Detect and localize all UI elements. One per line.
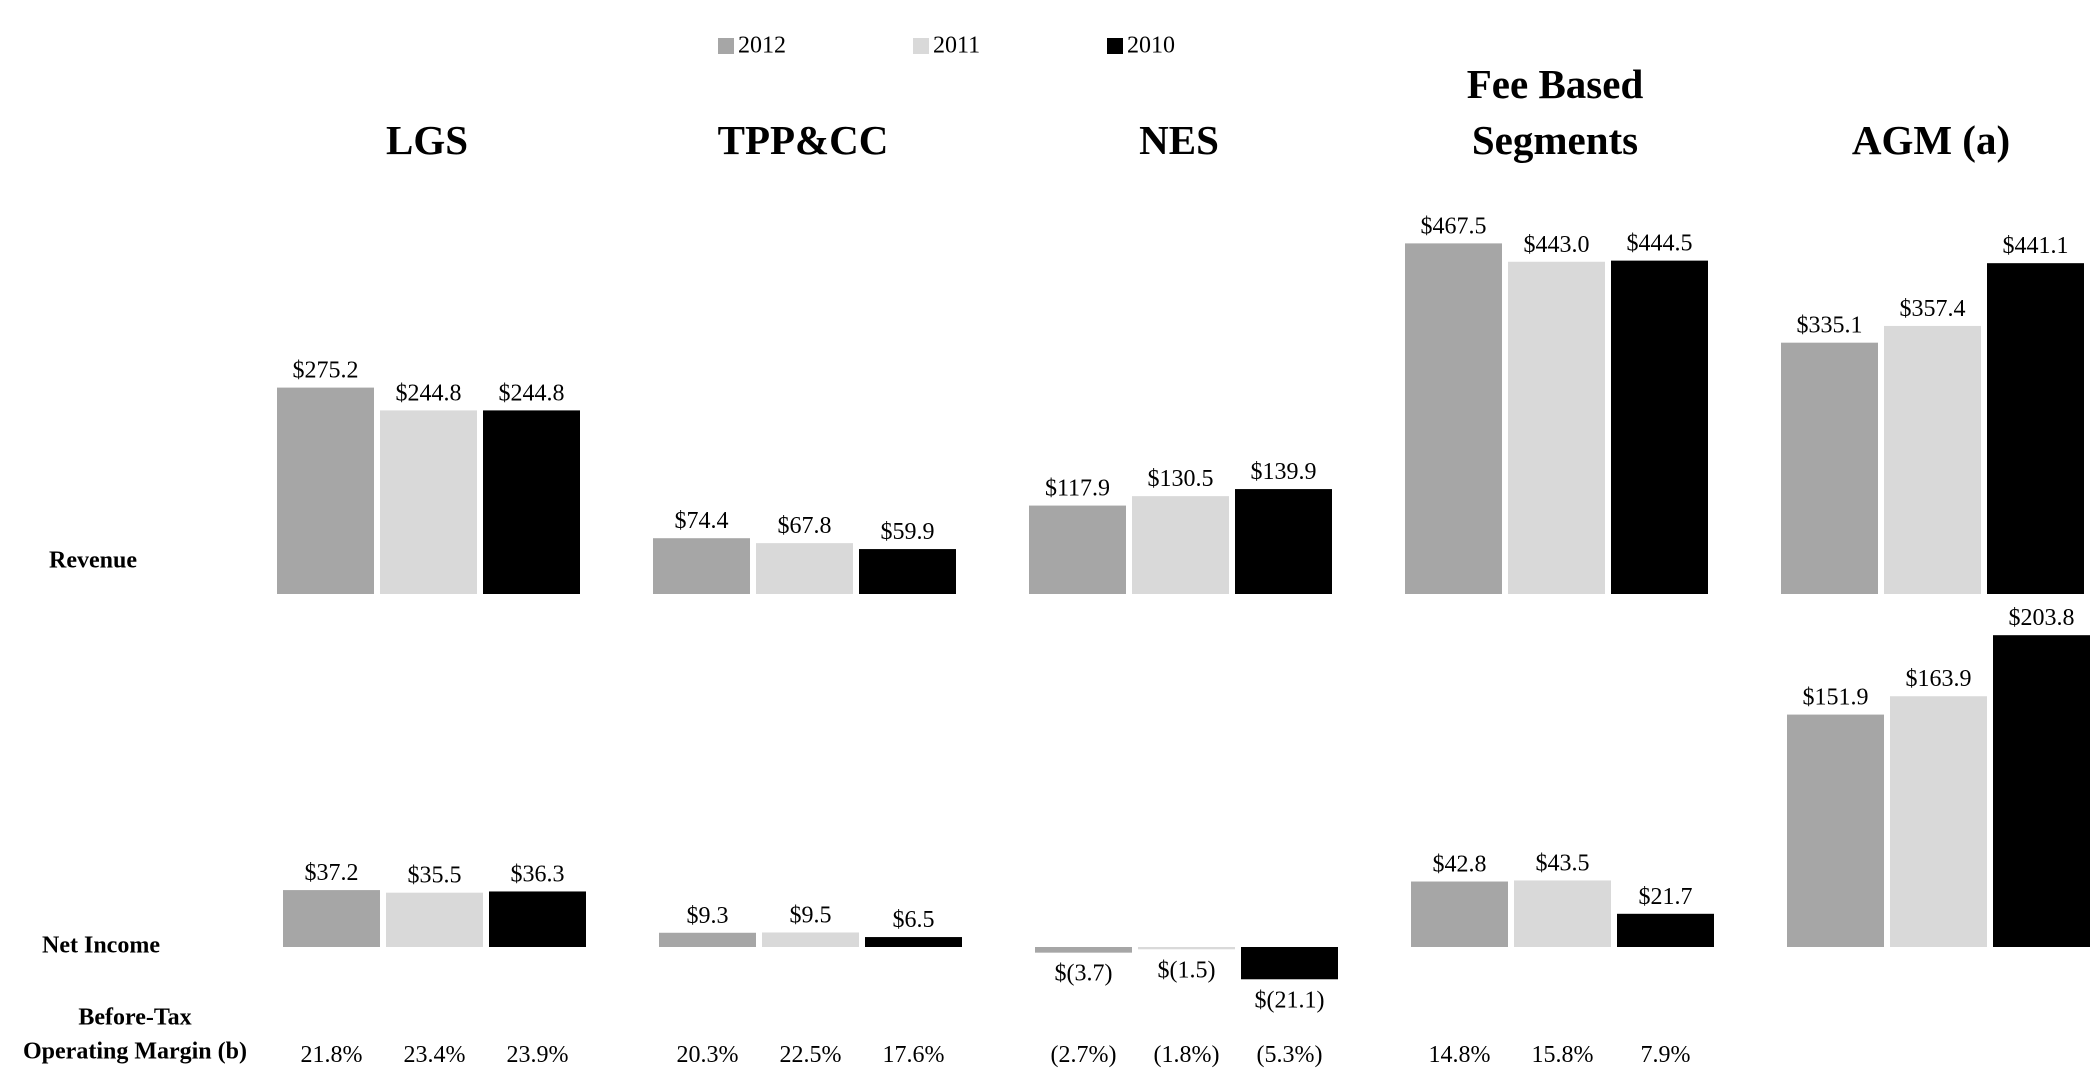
legend-swatch [718, 38, 734, 54]
segment-title: NES [1139, 117, 1219, 163]
revenue-bar [1235, 489, 1332, 594]
revenue-bar [1132, 496, 1229, 594]
revenue-label: $443.0 [1524, 232, 1590, 258]
revenue-label: $117.9 [1045, 476, 1110, 502]
revenue-label: $139.9 [1251, 459, 1317, 485]
margin-label: 22.5% [780, 1042, 842, 1068]
revenue-label: $441.1 [2003, 233, 2069, 259]
segment-title: Fee Based Segments [1466, 61, 1644, 163]
net-income-label: $37.2 [305, 860, 359, 886]
revenue-bar [1884, 325, 1981, 594]
margin-label: 7.9% [1641, 1042, 1691, 1068]
net-income-bar [283, 890, 380, 947]
segment-title: LGS [385, 117, 469, 163]
net-income-bar [1787, 714, 1884, 947]
revenue-bar [1611, 260, 1708, 594]
row-label: Revenue [49, 548, 137, 574]
net-income-label: $21.7 [1639, 884, 1693, 910]
revenue-bar [277, 387, 374, 594]
row-label: Operating Margin (b) [23, 1039, 247, 1065]
revenue-label: $275.2 [293, 358, 359, 384]
revenue-label: $244.8 [499, 380, 565, 406]
legend-label: 2011 [933, 33, 980, 59]
revenue-label: $67.8 [778, 513, 832, 539]
net-income-label: $36.3 [511, 861, 565, 887]
revenue-label: $444.5 [1627, 231, 1693, 257]
net-income-label: $6.5 [893, 907, 935, 933]
net-income-label: $35.5 [408, 863, 462, 889]
net-income-label: $(21.1) [1255, 987, 1325, 1013]
margin-label: (5.3%) [1257, 1042, 1323, 1068]
revenue-label: $59.9 [881, 519, 935, 545]
net-income-bar [1138, 947, 1235, 950]
revenue-label: $467.5 [1421, 213, 1487, 239]
revenue-label: $74.4 [675, 508, 729, 534]
net-income-bar [1617, 913, 1714, 947]
segment-title: TPP&CC [717, 117, 889, 163]
margin-label: 21.8% [301, 1042, 363, 1068]
revenue-bar [1781, 342, 1878, 594]
legend-label: 2010 [1127, 33, 1175, 59]
legend-label: 2012 [738, 33, 786, 59]
net-income-bar [865, 937, 962, 947]
revenue-bar [653, 538, 750, 594]
net-income-bar [659, 932, 756, 947]
net-income-bar [386, 892, 483, 947]
net-income-label: $163.9 [1906, 666, 1972, 692]
net-income-label: $9.5 [790, 902, 832, 928]
net-income-label: $43.5 [1536, 850, 1590, 876]
margin-label: 20.3% [677, 1042, 739, 1068]
row-label: Before-Tax [78, 1005, 191, 1031]
margin-label: (1.8%) [1154, 1042, 1220, 1068]
legend-swatch [1107, 38, 1123, 54]
revenue-label: $357.4 [1900, 296, 1966, 322]
revenue-bar [756, 543, 853, 594]
net-income-bar [762, 932, 859, 947]
margin-label: 23.9% [507, 1042, 569, 1068]
net-income-bar [1993, 635, 2090, 947]
revenue-bar [380, 410, 477, 594]
net-income-label: $203.8 [2009, 605, 2075, 631]
margin-label: (2.7%) [1051, 1042, 1117, 1068]
revenue-bar [859, 549, 956, 594]
net-income-bar [1411, 881, 1508, 947]
net-income-bar [1514, 880, 1611, 947]
net-income-bar [489, 891, 586, 947]
margin-label: 14.8% [1429, 1042, 1491, 1068]
legend-swatch [913, 38, 929, 54]
net-income-label: $9.3 [687, 903, 729, 929]
net-income-label: $(1.5) [1158, 957, 1216, 983]
revenue-label: $244.8 [396, 380, 462, 406]
net-income-label: $42.8 [1433, 852, 1487, 878]
revenue-bar [1405, 243, 1502, 594]
revenue-bar [1508, 261, 1605, 594]
margin-label: 23.4% [404, 1042, 466, 1068]
net-income-bar [1035, 947, 1132, 953]
revenue-bar [1987, 263, 2084, 594]
revenue-bar [483, 410, 580, 594]
net-income-label: $(3.7) [1055, 961, 1113, 987]
revenue-label: $335.1 [1797, 313, 1863, 339]
net-income-label: $151.9 [1803, 685, 1869, 711]
segment-title: AGM (a) [1851, 117, 2011, 163]
net-income-bar [1890, 696, 1987, 947]
margin-label: 15.8% [1532, 1042, 1594, 1068]
row-label: Net Income [42, 933, 160, 959]
margin-label: 17.6% [883, 1042, 945, 1068]
net-income-bar [1241, 947, 1338, 980]
revenue-bar [1029, 505, 1126, 594]
revenue-label: $130.5 [1148, 466, 1214, 492]
